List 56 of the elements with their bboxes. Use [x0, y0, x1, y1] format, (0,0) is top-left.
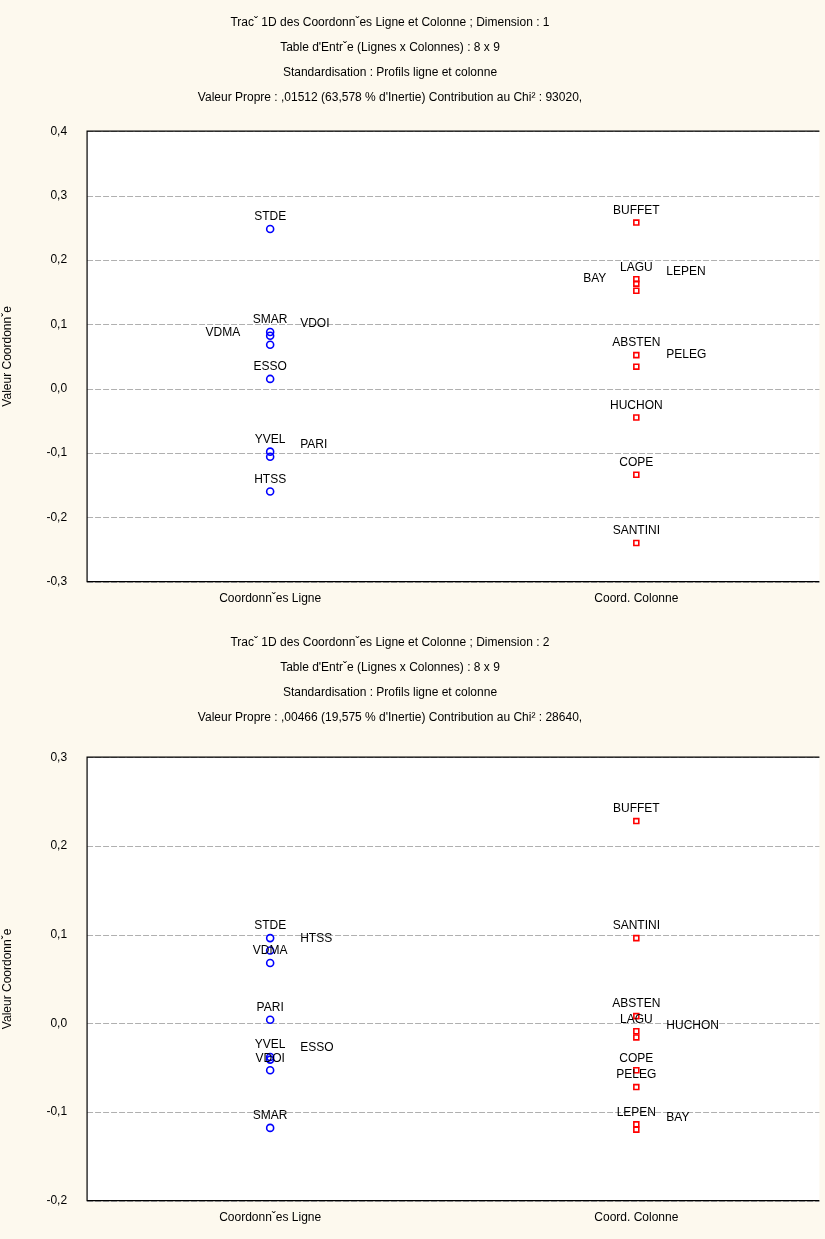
y-tick-label: 0,1: [50, 926, 68, 941]
y-tick-label: -0,1: [46, 445, 68, 460]
y-tick-label: 0,0: [50, 380, 68, 395]
annotation: VDOI: [300, 316, 330, 331]
annotation: SMAR: [252, 1108, 288, 1123]
chart-subtitle: Table d'Entrˇe (Lignes x Colonnes) : 8 x 9 Standardisation : Profils ligne et colonne Valeur Propre : ,00466 (19,575 % d'Inertie) Contribution au Chi² : 28640,: [196, 659, 584, 726]
y-tick-label: -0,2: [46, 1192, 68, 1207]
annotation: SANTINI: [612, 918, 660, 933]
annotation: BUFFET: [612, 801, 661, 816]
annotation: YVEL: [254, 431, 286, 446]
annotation: ABSTEN: [612, 335, 661, 350]
annotation: PARI: [256, 1000, 284, 1015]
annotation: ESSO: [253, 359, 287, 374]
annotation: PARI: [300, 437, 328, 452]
annotation: HUCHON: [666, 1017, 719, 1032]
y-tick-label: 0,0: [50, 1015, 68, 1030]
annotation: BAY: [583, 271, 607, 286]
y-tick-label: -0,1: [46, 1104, 68, 1119]
annotation: HTSS: [254, 471, 287, 486]
annotation: SMAR: [252, 312, 288, 327]
annotation: COPE: [619, 455, 654, 470]
chart-title: Tracˇ 1D des Coordonnˇes Ligne et Colonne ; Dimension : 1: [229, 14, 551, 31]
annotation: LAGU: [619, 1011, 653, 1026]
annotation: HUCHON: [609, 397, 663, 412]
y-tick-label: 0,3: [50, 187, 68, 202]
y-axis-title: Valeur Coordonnˇe: [0, 928, 14, 1030]
x-tick-label: Coord. Colonne: [594, 591, 679, 606]
y-tick-label: -0,2: [46, 509, 68, 524]
annotation: LAGU: [619, 259, 653, 274]
annotation: STDE: [254, 918, 287, 933]
x-tick-label: Coord. Colonne: [594, 1210, 679, 1225]
annotation: HTSS: [300, 930, 333, 945]
annotation: VDMA: [205, 325, 241, 340]
y-tick-label: -0,3: [46, 573, 68, 588]
annotation: YVEL: [254, 1037, 286, 1052]
chart-title: Tracˇ 1D des Coordonnˇes Ligne et Colonne ; Dimension : 2: [229, 634, 551, 651]
annotation: BAY: [666, 1109, 690, 1124]
annotation: ABSTEN: [612, 996, 661, 1011]
annotation: LEPEN: [666, 264, 706, 279]
y-tick-label: 0,3: [50, 749, 68, 764]
annotation: COPE: [619, 1050, 654, 1065]
y-tick-label: 0,4: [50, 123, 68, 138]
annotation: PELEG: [616, 1067, 657, 1082]
x-tick-label: Coordonnˇes Ligne: [219, 591, 322, 606]
x-tick-label: Coordonnˇes Ligne: [219, 1210, 322, 1225]
annotation: BUFFET: [612, 202, 661, 217]
chart-subtitle: Table d'Entrˇe (Lignes x Colonnes) : 8 x 9 Standardisation : Profils ligne et colonne Valeur Propre : ,01512 (63,578 % d'Inertie) Contribution au Chi² : 93020,: [196, 39, 584, 106]
annotation: LEPEN: [616, 1104, 656, 1119]
annotation: STDE: [254, 209, 287, 224]
y-tick-label: 0,2: [50, 838, 68, 853]
y-tick-label: 0,1: [50, 316, 68, 331]
annotation: SANTINI: [612, 523, 660, 538]
y-axis-title: Valeur Coordonnˇe: [0, 305, 14, 407]
y-tick-label: 0,2: [50, 252, 68, 267]
annotation: ESSO: [300, 1039, 334, 1054]
annotation: PELEG: [666, 347, 707, 362]
